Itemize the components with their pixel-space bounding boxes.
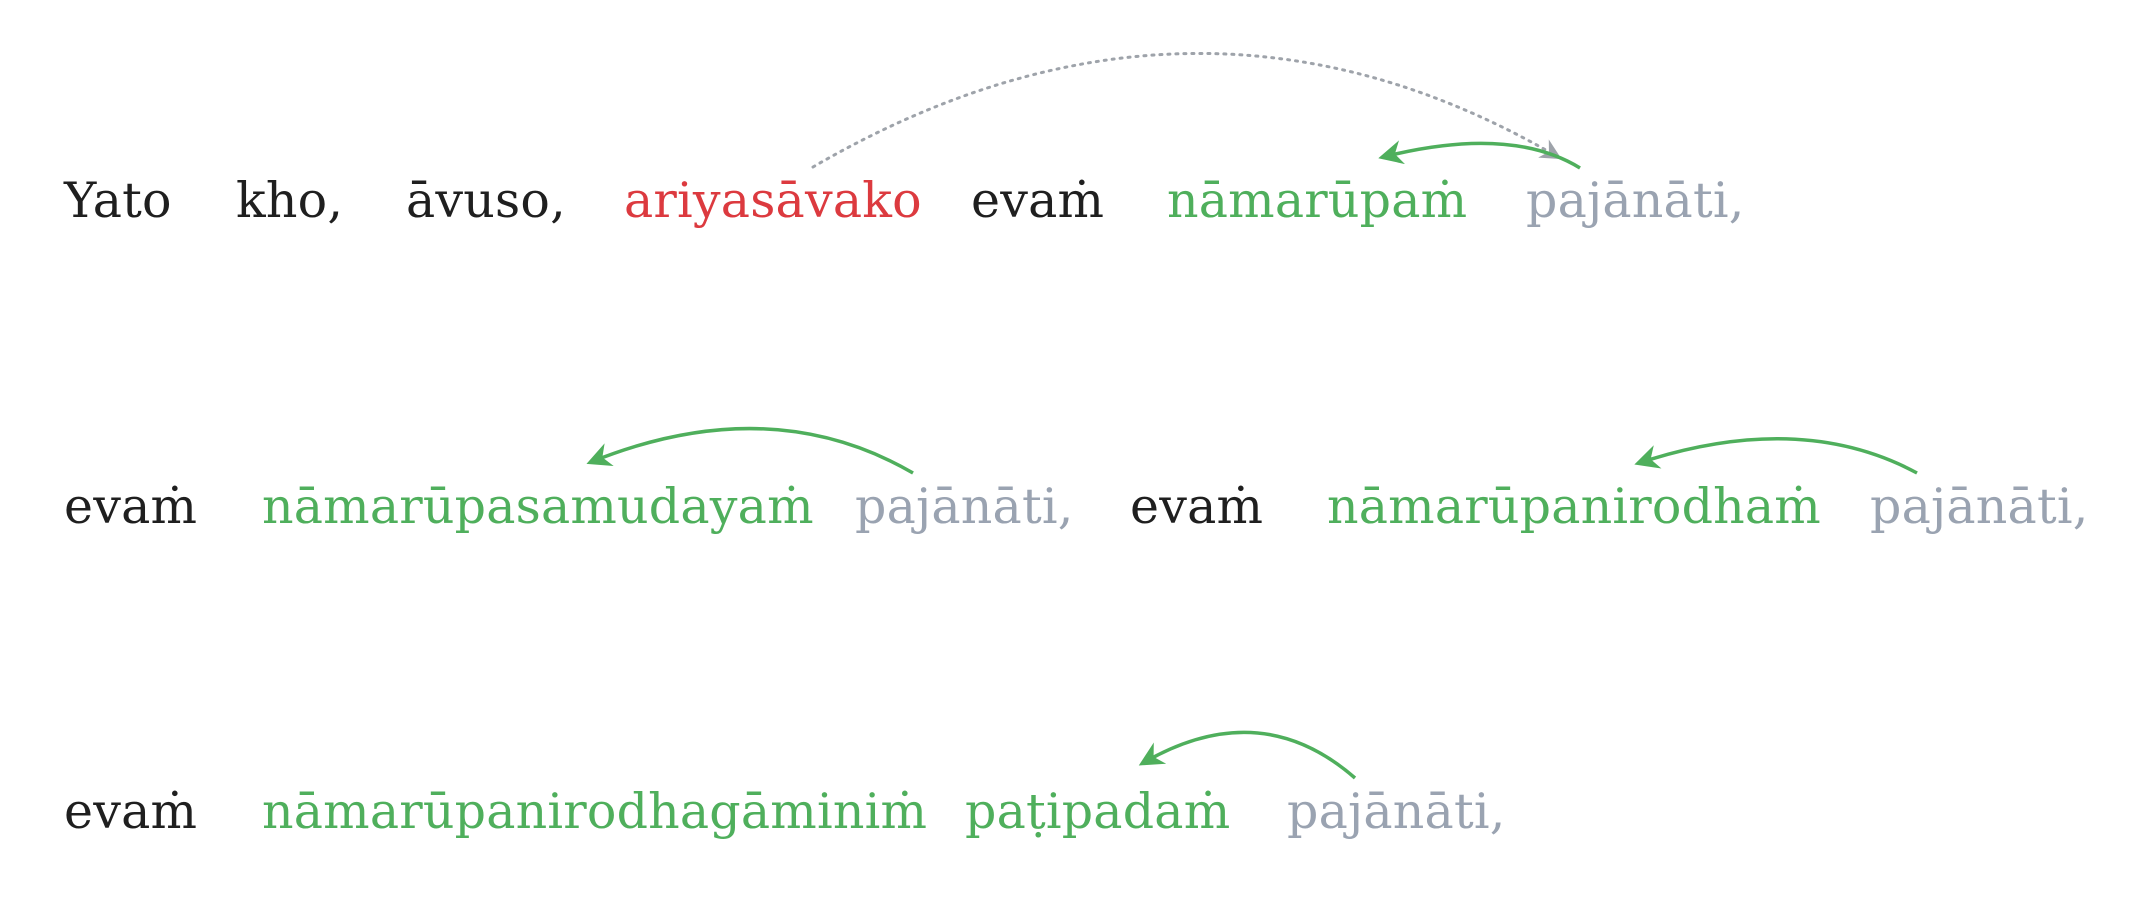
word-namarupam: nāmarūpaṁ: [1167, 172, 1468, 229]
arc-pajanati-to-namarupanirodham: [1634, 437, 1918, 475]
word-evam-1: evaṁ: [971, 172, 1105, 229]
word-kho: kho,: [236, 172, 344, 229]
arc-ariyasavako-to-pajanati: [811, 51, 1562, 169]
word-evam-4: evaṁ: [64, 783, 198, 840]
word-avuso: āvuso,: [406, 172, 566, 229]
word-namarupanirodham: nāmarūpanirodhaṁ: [1327, 478, 1821, 535]
word-yato: Yato: [64, 172, 172, 229]
word-ariyasavako: ariyasāvako: [624, 172, 922, 229]
arc-pajanati-to-namarupam: [1378, 140, 1581, 170]
word-evam-2: evaṁ: [64, 478, 198, 535]
word-pajanati-3: pajānāti,: [1870, 478, 2089, 535]
arc-pajanati-to-patipadam: [1138, 730, 1357, 780]
word-pajanati-1: pajānāti,: [1526, 172, 1745, 229]
word-patipadam: paṭipadaṁ: [965, 783, 1231, 840]
word-pajanati-2: pajānāti,: [855, 478, 1074, 535]
word-evam-3: evaṁ: [1130, 478, 1264, 535]
arc-pajanati-to-namarupasamudayam: [586, 426, 914, 475]
word-namarupasamudayam: nāmarūpasamudayaṁ: [262, 478, 814, 535]
word-pajanati-4: pajānāti,: [1287, 783, 1506, 840]
word-namarupanirodhagaminim: nāmarūpanirodhagāminiṁ: [262, 783, 928, 840]
